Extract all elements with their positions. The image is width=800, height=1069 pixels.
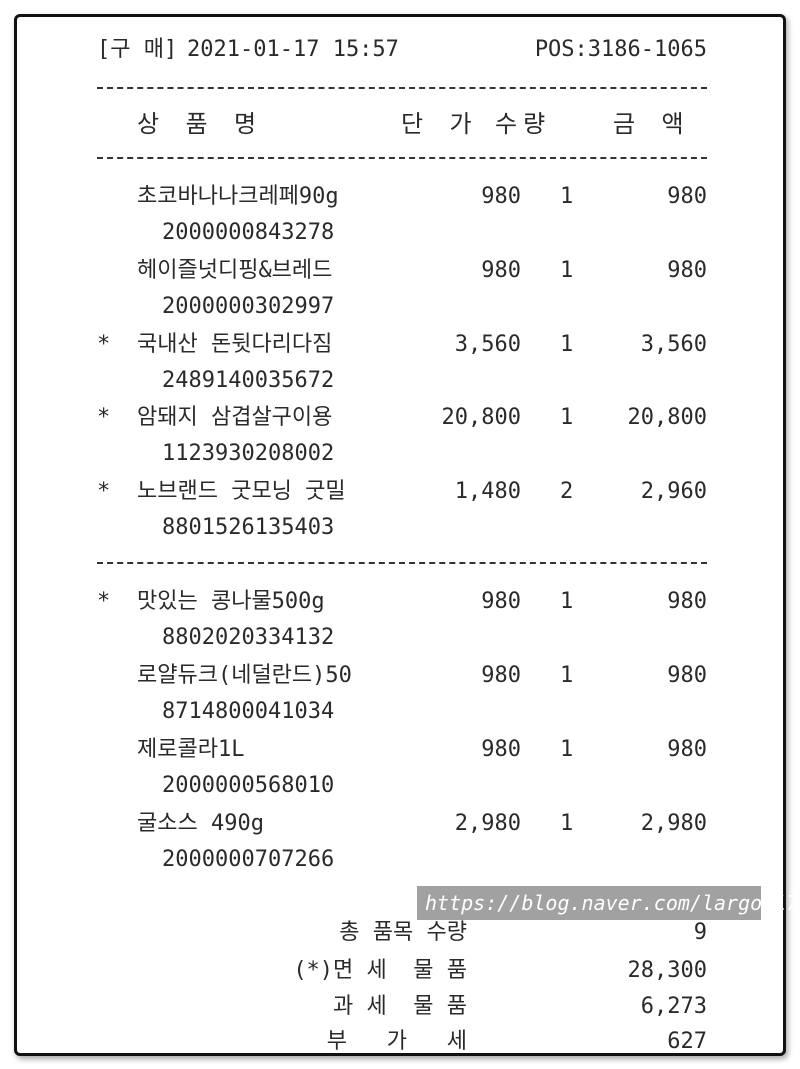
item-barcode: 8802020334132 bbox=[162, 625, 335, 650]
tax-free-mark: * bbox=[97, 589, 111, 614]
item-price: 2,980 bbox=[454, 811, 521, 836]
item-amount: 980 bbox=[667, 258, 707, 283]
col-amount: 금 액 bbox=[613, 110, 690, 138]
vat-value: 627 bbox=[667, 1029, 707, 1054]
item-barcode: 2000000843278 bbox=[162, 220, 335, 245]
item-price: 980 bbox=[481, 184, 521, 209]
item-amount: 2,960 bbox=[640, 479, 707, 504]
item-qty: 1 bbox=[560, 184, 574, 209]
item-name: 노브랜드 굿모닝 굿밀 bbox=[137, 479, 346, 504]
item-barcode: 1123930208002 bbox=[162, 441, 335, 466]
item-price: 20,800 bbox=[441, 405, 521, 430]
item-barcode: 2000000568010 bbox=[162, 773, 335, 798]
watermark: https://blog.naver.com/largo217 bbox=[417, 886, 798, 920]
tax-free-goods-label: (*)면 세 물 품 bbox=[293, 958, 467, 983]
item-qty: 1 bbox=[560, 405, 574, 430]
tax-free-mark: * bbox=[97, 479, 111, 504]
item-amount: 980 bbox=[667, 737, 707, 762]
item-qty: 1 bbox=[560, 258, 574, 283]
col-name: 상 품 명 bbox=[137, 110, 263, 138]
item-price: 980 bbox=[481, 258, 521, 283]
transaction-type: [구 매] bbox=[97, 37, 178, 62]
item-price: 980 bbox=[481, 737, 521, 762]
item-name: 국내산 돈뒷다리다짐 bbox=[137, 332, 333, 357]
item-name: 굴소스 490g bbox=[137, 811, 264, 836]
total-qty-label: 총 품목 수량 bbox=[339, 920, 467, 945]
item-name: 맛있는 콩나물500g bbox=[137, 589, 325, 614]
tax-free-mark: * bbox=[97, 405, 111, 430]
item-name: 로얄듀크(네덜란드)50 bbox=[137, 663, 352, 688]
item-amount: 980 bbox=[667, 184, 707, 209]
item-qty: 2 bbox=[560, 479, 574, 504]
receipt: [구 매] 2021-01-17 15:57 POS:3186-1065 상 품… bbox=[14, 14, 786, 1056]
divider bbox=[97, 87, 707, 89]
taxable-goods-label: 과 세 물 품 bbox=[333, 994, 467, 1019]
item-qty: 1 bbox=[560, 663, 574, 688]
divider bbox=[97, 157, 707, 159]
item-barcode: 8714800041034 bbox=[162, 699, 335, 724]
pos-number: POS:3186-1065 bbox=[534, 37, 707, 62]
item-price: 3,560 bbox=[454, 332, 521, 357]
item-qty: 1 bbox=[560, 589, 574, 614]
item-barcode: 2489140035672 bbox=[162, 368, 335, 393]
item-amount: 980 bbox=[667, 589, 707, 614]
item-price: 980 bbox=[481, 589, 521, 614]
item-price: 980 bbox=[481, 663, 521, 688]
item-price: 1,480 bbox=[454, 479, 521, 504]
item-barcode: 2000000302997 bbox=[162, 294, 335, 319]
item-amount: 20,800 bbox=[627, 405, 707, 430]
col-qty: 수량 bbox=[495, 110, 552, 138]
tax-free-goods-value: 28,300 bbox=[627, 958, 707, 983]
item-amount: 2,980 bbox=[640, 811, 707, 836]
total-qty-value: 9 bbox=[693, 920, 707, 945]
item-barcode: 8801526135403 bbox=[162, 515, 335, 540]
item-amount: 3,560 bbox=[640, 332, 707, 357]
item-qty: 1 bbox=[560, 332, 574, 357]
item-qty: 1 bbox=[560, 811, 574, 836]
item-name: 초코바나나크레페90g bbox=[137, 184, 339, 209]
vat-label: 부 가 세 bbox=[326, 1029, 467, 1054]
item-amount: 980 bbox=[667, 663, 707, 688]
item-name: 암돼지 삼겹살구이용 bbox=[137, 405, 333, 430]
taxable-goods-value: 6,273 bbox=[640, 994, 707, 1019]
item-qty: 1 bbox=[560, 737, 574, 762]
item-barcode: 2000000707266 bbox=[162, 847, 335, 872]
datetime: 2021-01-17 15:57 bbox=[187, 37, 399, 62]
divider bbox=[97, 562, 707, 564]
item-name: 제로콜라1L bbox=[137, 737, 245, 762]
tax-free-mark: * bbox=[97, 332, 111, 357]
item-name: 헤이즐넛디핑&브레드 bbox=[137, 258, 333, 283]
col-unit-price: 단 가 bbox=[401, 110, 478, 138]
